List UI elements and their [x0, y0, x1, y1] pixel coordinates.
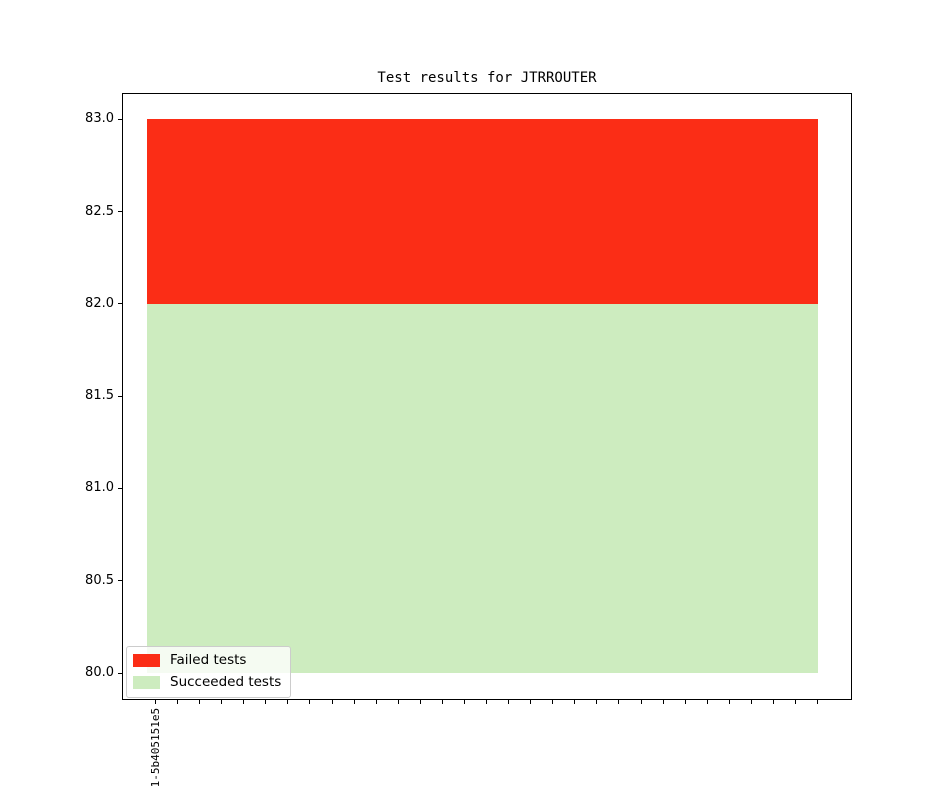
x-axis-tick [574, 700, 576, 704]
legend-label-failed: Failed tests [170, 652, 247, 668]
x-axis-tick [419, 700, 421, 704]
x-axis-tick [552, 700, 554, 704]
y-axis-tick [118, 303, 122, 305]
failed-tests-swatch [133, 654, 160, 667]
x-axis-tick [441, 700, 443, 704]
x-axis-tick [309, 700, 311, 704]
y-axis-tick [118, 487, 122, 489]
y-axis-tick-label: 82.5 [85, 203, 114, 219]
x-axis-tick [486, 700, 488, 704]
y-axis-tick [118, 211, 122, 213]
x-axis-tick [684, 700, 686, 704]
x-axis-tick [243, 700, 245, 704]
y-axis-tick-label: 80.0 [85, 665, 114, 680]
y-axis-tick-label: 81.5 [85, 388, 114, 404]
x-axis-tick [155, 700, 156, 704]
legend-label-succeeded: Succeeded tests [170, 674, 282, 690]
x-axis-tick [795, 700, 797, 704]
x-axis-tick [508, 700, 510, 704]
x-axis-tick [331, 700, 333, 704]
x-axis-tick [353, 700, 355, 704]
y-axis-tick [118, 395, 122, 397]
legend: Failed tests Succeeded tests [126, 646, 292, 698]
plot-border [122, 93, 852, 700]
failed-tests-area [147, 119, 818, 304]
x-axis-tick [530, 700, 532, 704]
y-axis-tick [118, 118, 122, 120]
x-axis-tick [817, 700, 819, 704]
x-axis-tick [199, 700, 201, 704]
y-axis-tick-label: 82.0 [85, 295, 114, 311]
x-axis-tick [772, 700, 774, 704]
x-tick-label-rotated: 11-5b405151e5 [149, 707, 162, 787]
x-axis-tick [375, 700, 377, 704]
y-axis-tick-label: 80.5 [85, 572, 114, 588]
x-axis-tick [265, 700, 267, 704]
x-axis-tick [618, 700, 620, 704]
x-axis-tick [662, 700, 664, 704]
y-axis-tick [118, 672, 122, 674]
x-axis-tick [706, 700, 708, 704]
legend-item-failed: Failed tests [133, 652, 281, 669]
x-axis-tick [463, 700, 465, 704]
x-axis-tick [397, 700, 399, 704]
y-axis-tick-label: 83.0 [85, 111, 114, 127]
x-axis-tick [596, 700, 598, 704]
x-axis-tick [177, 700, 179, 704]
succeeded-tests-area [147, 303, 818, 673]
y-axis-tick [118, 580, 122, 582]
y-axis-tick-label: 81.0 [85, 480, 114, 496]
x-axis-tick [221, 700, 223, 704]
legend-item-succeeded: Succeeded tests [133, 674, 281, 691]
chart-title: Test results for JTRROUTER [377, 70, 597, 86]
x-axis-tick [287, 700, 289, 704]
x-axis-tick [640, 700, 642, 704]
x-axis-tick [750, 700, 752, 704]
succeeded-tests-swatch [133, 676, 160, 689]
x-axis-tick [728, 700, 730, 704]
